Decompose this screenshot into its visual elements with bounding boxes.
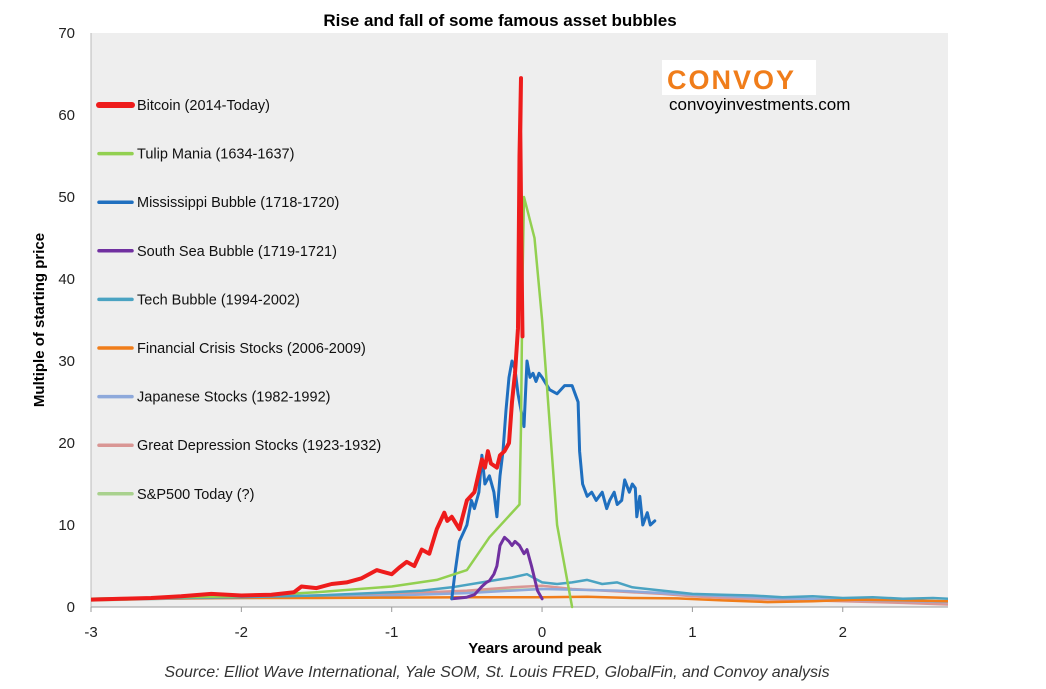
legend-label: Tech Bubble (1994-2002) — [137, 292, 300, 308]
legend-label: Japanese Stocks (1982-1992) — [137, 390, 330, 406]
x-axis-title: Years around peak — [468, 640, 602, 657]
series-line-6 — [91, 595, 948, 604]
series-line-4 — [450, 535, 544, 601]
legend-label: S&P500 Today (?) — [137, 487, 254, 503]
series-line-1 — [91, 76, 525, 602]
x-tick-label: -3 — [84, 624, 97, 641]
legend: Bitcoin (2014-Today) Tulip Mania (1634-16… — [96, 98, 381, 503]
y-tick-label: 0 — [67, 599, 75, 616]
y-tick-label: 40 — [58, 271, 75, 288]
legend-label: Financial Crisis Stocks (2006-2009) — [137, 341, 366, 357]
legend-label: South Sea Bubble (1719-1721) — [137, 244, 337, 260]
x-tick-label: -2 — [235, 624, 248, 641]
series-line-2 — [91, 195, 574, 609]
y-tick-label: 10 — [58, 517, 75, 534]
x-tick-label: 1 — [688, 624, 696, 641]
y-axis: 0 10 20 30 40 50 60 70 — [58, 25, 92, 616]
legend-label: Bitcoin (2014-Today) — [137, 98, 270, 114]
y-tick-label: 60 — [58, 107, 75, 124]
brand-url: convoyinvestments.com — [669, 95, 850, 114]
series-line-5 — [91, 572, 948, 601]
x-tick-label: 2 — [839, 624, 847, 641]
legend-label: Mississippi Bubble (1718-1720) — [137, 195, 339, 211]
legend-label: Tulip Mania (1634-1637) — [137, 147, 294, 163]
x-tick-label: -1 — [385, 624, 398, 641]
brand-name: CONVOY — [667, 65, 796, 95]
brand-background — [662, 60, 816, 95]
x-tick-label: 0 — [538, 624, 546, 641]
y-tick-label: 70 — [58, 25, 75, 42]
y-tick-label: 30 — [58, 353, 75, 370]
y-axis-title: Multiple of starting price — [31, 233, 48, 407]
legend-label: Great Depression Stocks (1923-1932) — [137, 438, 381, 454]
series-layer — [91, 76, 948, 609]
x-axis: -3 -2 -1 0 1 2 — [84, 607, 847, 641]
y-tick-label: 50 — [58, 189, 75, 206]
source-note: Source: Elliot Wave International, Yale … — [164, 664, 829, 681]
brand-logo: CONVOY convoyinvestments.com — [662, 60, 850, 114]
y-tick-label: 20 — [58, 435, 75, 452]
chart-title: Rise and fall of some famous asset bubbl… — [323, 11, 676, 30]
